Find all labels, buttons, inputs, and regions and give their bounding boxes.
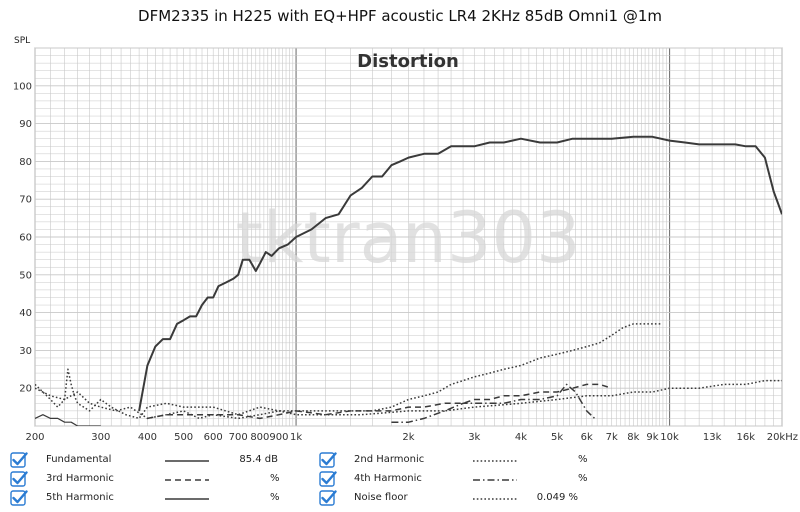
legend-item-fundamental: Fundamental 85.4 dB [0, 451, 800, 470]
series-curves [35, 135, 782, 426]
y-tick-label: 50 [19, 270, 32, 281]
legend-line-sample [473, 460, 517, 462]
y-tick-label: 30 [19, 346, 32, 357]
y-tick-label: 70 [19, 195, 32, 206]
x-tick-label: 900 [269, 432, 288, 443]
legend-line-sample [165, 479, 209, 481]
legend-unit: % [578, 473, 588, 484]
x-tick-label: 8k [627, 432, 639, 443]
legend-label: Fundamental [46, 454, 112, 465]
legend-item-4th-harmonic: 4th Harmonic% [0, 470, 800, 489]
x-tick-label: 2k [402, 432, 414, 443]
legend-label: Noise floor [354, 492, 408, 503]
legend-unit: % [578, 454, 588, 465]
checkbox-checked-icon[interactable] [10, 489, 28, 507]
x-tick-label: 3k [468, 432, 480, 443]
y-axis-ticks: 20 30 40 50 60 70 80 90 100 [13, 81, 32, 394]
x-tick-label: 1k [290, 432, 302, 443]
plot-title: Distortion [357, 51, 459, 72]
y-tick-label: 80 [19, 157, 32, 168]
x-tick-label: 5k [551, 432, 563, 443]
chart-title: DFM2335 in H225 with EQ+HPF acoustic LR4… [138, 7, 662, 25]
x-tick-label: 6k [581, 432, 593, 443]
checkbox-checked-icon[interactable] [319, 489, 337, 507]
plot-area: tktran303 Distortion SPL 20 30 40 50 60 70 80 9… [13, 36, 798, 443]
x-tick-label: 300 [91, 432, 110, 443]
legend-unit: % [270, 492, 280, 503]
series-line-fundamental [138, 135, 782, 412]
legend-value: 0.049 % [536, 492, 578, 503]
x-tick-label: 20kHz [767, 432, 798, 443]
grid-lines [34, 47, 783, 427]
legend-line-sample [473, 479, 517, 481]
legend-value: 85.4 dB [239, 454, 278, 465]
series-line-5th-harmonic [35, 414, 101, 426]
x-tick-label: 400 [138, 432, 157, 443]
x-tick-label: 7k [606, 432, 618, 443]
legend-item-3rd-harmonic: 3rd Harmonic% [0, 470, 800, 489]
x-tick-label: 16k [737, 432, 756, 443]
legend-item-5th-harmonic: 5th Harmonic% [0, 489, 800, 508]
watermark: tktran303 [235, 197, 580, 279]
legend-label: 3rd Harmonic [46, 473, 114, 484]
x-tick-label: 200 [25, 432, 44, 443]
y-axis-label: SPL [14, 36, 30, 46]
series-line-noise-floor [35, 368, 782, 420]
x-tick-label: 9k [646, 432, 658, 443]
x-tick-label: 600 [204, 432, 223, 443]
x-tick-label: 13k [703, 432, 722, 443]
x-tick-label: 4k [515, 432, 527, 443]
x-tick-label: 800 [250, 432, 269, 443]
legend-label: 5th Harmonic [46, 492, 114, 503]
checkbox-checked-icon[interactable] [10, 470, 28, 488]
x-tick-label: 500 [174, 432, 193, 443]
y-tick-label: 60 [19, 233, 32, 244]
legend-unit: % [270, 473, 280, 484]
series-line-3rd-harmonic [147, 383, 612, 420]
legend-line-sample [165, 498, 209, 500]
legend-label: 2nd Harmonic [354, 454, 425, 465]
checkbox-checked-icon[interactable] [10, 451, 28, 469]
x-tick-label: 10k [660, 432, 679, 443]
checkbox-checked-icon[interactable] [319, 451, 337, 469]
legend-line-sample [165, 460, 209, 462]
legend: Fundamental 85.4 dB 3rd Harmonic% 5th Harmo… [0, 448, 800, 512]
y-tick-label: 40 [19, 308, 32, 319]
series-line-4th-harmonic [391, 383, 596, 423]
checkbox-checked-icon[interactable] [319, 470, 337, 488]
x-axis-ticks: 200 300 400 500 600 700 800 900 1k 2k 3k 4k 5k 6k 7k 8k… [25, 432, 798, 443]
x-tick-label: 700 [229, 432, 248, 443]
y-tick-label: 100 [13, 81, 32, 92]
legend-item-2nd-harmonic: 2nd Harmonic% [0, 451, 800, 470]
legend-label: 4th Harmonic [354, 473, 422, 484]
y-tick-label: 20 [19, 384, 32, 395]
y-tick-label: 90 [19, 119, 32, 130]
legend-item-noise-floor: Noise floor 0.049 % [0, 489, 800, 508]
